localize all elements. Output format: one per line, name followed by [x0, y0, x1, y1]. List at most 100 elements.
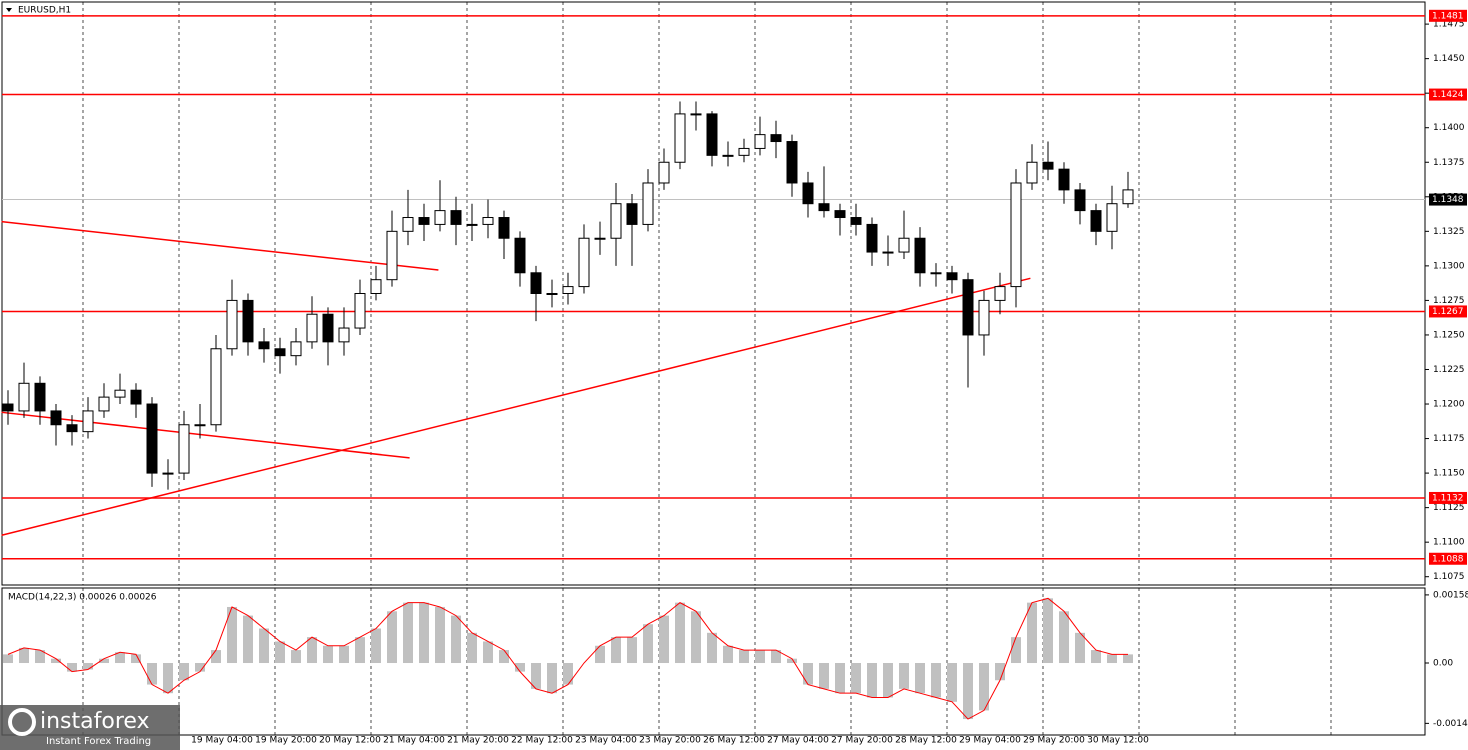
y-tick-label: 1.1225: [1433, 365, 1465, 375]
macd-bar: [1107, 654, 1117, 664]
current-price-label: 1.1348: [1432, 195, 1464, 205]
macd-bar: [739, 650, 749, 664]
x-tick-label: 27 May 20:00: [831, 736, 893, 746]
macd-bar: [355, 637, 365, 664]
x-tick-label: 29 May 04:00: [959, 736, 1021, 746]
candle-body: [338, 327, 350, 343]
y-tick-label: 1.1275: [1433, 296, 1465, 306]
candle-body: [850, 217, 862, 225]
candle-body: [258, 341, 270, 350]
trendline: [1, 220, 439, 271]
candle-body: [674, 113, 686, 163]
candle-body: [930, 272, 942, 275]
macd-bar: [1075, 632, 1085, 664]
macd-bar: [307, 637, 317, 664]
candle-body: [386, 230, 398, 281]
candle-body: [210, 348, 222, 426]
level-label: 1.1088: [1432, 554, 1464, 564]
macd-bar: [819, 663, 829, 689]
macd-y-tick-label: 0.00: [1433, 659, 1453, 669]
trendline: [1, 277, 1031, 536]
candle-body: [530, 272, 542, 295]
macd-bar: [339, 645, 349, 664]
macd-signal-line: [7, 597, 1128, 720]
candle-body: [802, 182, 814, 205]
candle-body: [1010, 182, 1022, 288]
candle-body: [402, 217, 414, 232]
macd-bar: [19, 647, 29, 664]
candle-body: [114, 389, 126, 398]
macd-bar: [275, 641, 285, 664]
macd-bar: [723, 645, 733, 664]
logo-icon: [8, 708, 36, 736]
macd-bar: [179, 663, 189, 681]
x-tick-label: 19 May 04:00: [191, 736, 253, 746]
candle-body: [418, 217, 430, 225]
macd-bar: [867, 663, 877, 698]
macd-bar: [611, 637, 621, 664]
candle-body: [770, 134, 782, 143]
macd-bar: [803, 663, 813, 685]
candle-body: [2, 403, 14, 412]
macd-bar: [131, 654, 141, 664]
logo: instaforex Instant Forex Trading: [0, 705, 180, 750]
y-tick-label: 1.1475: [1433, 20, 1465, 30]
macd-bar: [211, 650, 221, 664]
y-tick-label: 1.1200: [1433, 400, 1465, 410]
candle-body: [482, 217, 494, 225]
macd-bar: [899, 663, 909, 689]
candle-body: [1026, 161, 1038, 184]
candle-body: [1058, 168, 1070, 191]
macd-y-tick-label: 0.00158: [1433, 590, 1468, 600]
candle-body: [514, 237, 526, 274]
y-tick-label: 1.1400: [1433, 123, 1465, 133]
macd-bar: [947, 663, 957, 702]
macd-bar: [35, 650, 45, 664]
macd-bar: [403, 602, 413, 664]
candle-body: [354, 293, 366, 329]
macd-bar: [963, 663, 973, 720]
macd-bar: [627, 637, 637, 664]
x-tick-label: 21 May 04:00: [383, 736, 445, 746]
macd-bar: [1123, 654, 1133, 664]
macd-bar: [83, 663, 93, 670]
candle-body: [98, 396, 110, 412]
y-tick-label: 1.1375: [1433, 158, 1465, 168]
candle-body: [914, 237, 926, 274]
candle-body: [562, 286, 574, 294]
macd-bar: [435, 606, 445, 664]
x-tick-label: 26 May 12:00: [703, 736, 765, 746]
macd-bar: [227, 606, 237, 664]
macd-bar: [531, 663, 541, 689]
macd-bar: [371, 628, 381, 664]
candle-body: [434, 210, 446, 225]
candle-body: [82, 410, 94, 433]
candle-body: [978, 299, 990, 336]
macd-bar: [243, 615, 253, 664]
macd-bar: [883, 663, 893, 698]
candle-body: [1122, 189, 1134, 205]
candle-body: [194, 424, 206, 427]
macd-bar: [483, 641, 493, 664]
macd-bar: [99, 658, 109, 664]
macd-label: MACD(14,22,3) 0.00026 0.00026: [8, 593, 157, 603]
level-label: 1.1424: [1432, 90, 1464, 100]
current-price-box: [1429, 193, 1467, 206]
candle-body: [962, 279, 974, 336]
macd-bar: [323, 645, 333, 664]
macd-bar: [755, 650, 765, 664]
y-tick-label: 1.1325: [1433, 227, 1465, 237]
level-label: 1.1132: [1432, 493, 1464, 503]
y-tick-label: 1.1250: [1433, 330, 1465, 340]
candle-body: [722, 154, 734, 157]
macd-bar: [1091, 650, 1101, 664]
x-tick-label: 28 May 12:00: [895, 736, 957, 746]
candle-body: [226, 299, 238, 350]
level-label: 1.1267: [1432, 307, 1464, 317]
level-box: [1429, 491, 1467, 504]
macd-bar: [51, 658, 61, 664]
macd-bar: [595, 645, 605, 664]
macd-bar: [147, 663, 157, 685]
candle-body: [50, 410, 62, 426]
macd-bar: [115, 652, 125, 664]
